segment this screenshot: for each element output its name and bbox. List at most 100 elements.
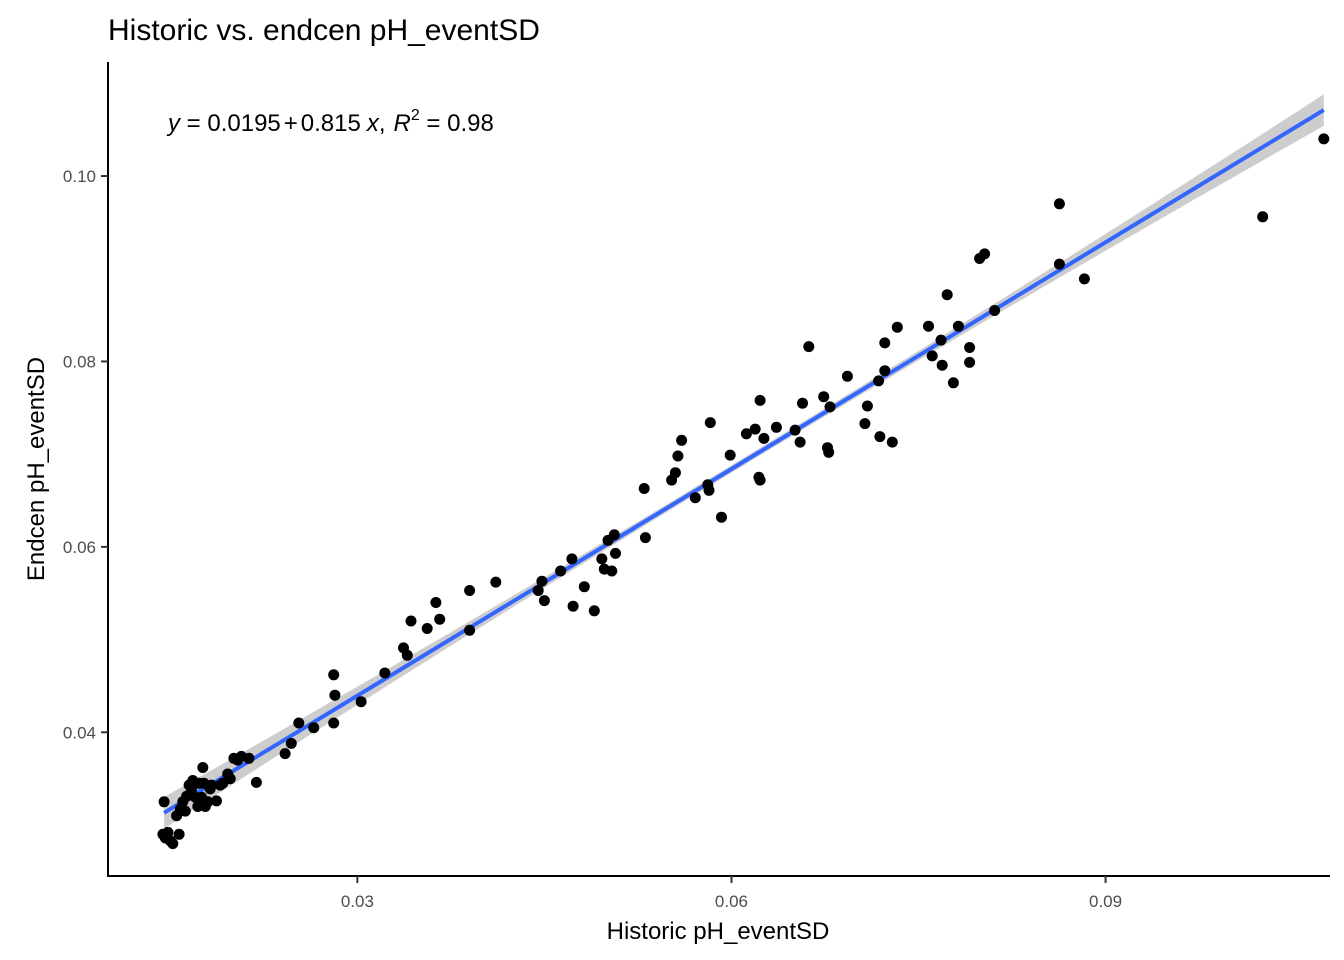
data-point (797, 397, 808, 409)
data-point (532, 585, 544, 596)
eq-plus: + (284, 110, 298, 137)
points-layer (157, 133, 1330, 850)
data-point (823, 446, 835, 458)
data-point (754, 474, 766, 486)
data-point (430, 597, 442, 608)
x-axis-title: Historic pH_eventSD (607, 918, 830, 945)
data-point (588, 605, 600, 617)
data-point (891, 321, 903, 333)
data-point (285, 737, 297, 749)
data-point (293, 717, 305, 729)
eq-y-var: y (166, 110, 182, 137)
regression-layer (163, 94, 1325, 829)
regression-equation: y = 0.0195 +0.815 x, R2 = 0.98 (166, 107, 494, 137)
data-point (754, 394, 766, 406)
data-point (279, 748, 291, 760)
data-point (964, 342, 976, 353)
y-tick-label: 0.06 (63, 538, 96, 557)
data-point (555, 565, 567, 577)
data-point (724, 449, 736, 461)
data-point (874, 431, 886, 443)
data-point (758, 432, 770, 444)
y-axis-ticks: 0.04 0.06 0.08 0.10 (63, 167, 108, 742)
data-point (158, 796, 170, 808)
data-point (1318, 133, 1330, 145)
data-point (770, 421, 782, 433)
x-axis-ticks: 0.03 0.06 0.09 (341, 876, 1122, 911)
data-point (578, 581, 590, 593)
data-point (596, 553, 608, 565)
data-point (704, 417, 716, 429)
data-point (794, 436, 806, 448)
data-point (567, 600, 579, 612)
data-point (206, 779, 217, 791)
data-point (355, 696, 367, 708)
x-tick-label: 0.03 (341, 892, 374, 911)
data-point (818, 391, 830, 403)
data-point (250, 776, 262, 788)
data-point (173, 828, 185, 840)
data-point (935, 334, 947, 346)
data-point (989, 305, 1001, 316)
data-point (1053, 258, 1065, 270)
x-tick-label: 0.09 (1089, 892, 1122, 911)
y-tick-label: 0.08 (63, 352, 96, 371)
data-point (841, 370, 853, 382)
data-point (464, 624, 476, 636)
data-point (1078, 273, 1090, 285)
data-point (979, 248, 991, 260)
data-point (202, 796, 214, 808)
eq-r-exponent: 2 (411, 107, 420, 124)
data-point (401, 649, 413, 661)
data-point (789, 424, 801, 436)
eq-slope: 0.815 (301, 110, 361, 137)
data-point (803, 341, 815, 353)
data-point (167, 838, 179, 850)
data-point (610, 547, 621, 559)
y-tick-label: 0.10 (63, 167, 96, 186)
data-point (162, 826, 174, 838)
data-point (740, 428, 752, 440)
data-point (859, 418, 871, 430)
data-point (952, 320, 964, 332)
data-point (328, 717, 340, 729)
data-point (926, 350, 938, 362)
data-point (936, 359, 948, 371)
data-point (879, 365, 891, 377)
data-point (669, 467, 681, 479)
data-point (923, 320, 934, 332)
data-point (179, 805, 191, 817)
eq-r-value: = 0.98 (420, 110, 494, 137)
data-point (749, 423, 761, 435)
data-point (224, 773, 236, 785)
data-point (879, 337, 891, 349)
data-point (1257, 211, 1269, 223)
data-point (638, 483, 650, 494)
data-point (464, 585, 476, 596)
data-point (490, 576, 502, 588)
data-point (886, 436, 898, 448)
data-point (703, 484, 715, 496)
data-point (328, 669, 340, 681)
x-tick-label: 0.06 (715, 892, 748, 911)
data-point (672, 450, 684, 462)
data-point (538, 595, 550, 607)
data-point (873, 375, 885, 387)
data-point (243, 752, 255, 764)
data-point (716, 511, 727, 523)
y-tick-label: 0.04 (63, 723, 96, 742)
data-point (941, 289, 953, 301)
data-point (689, 492, 701, 504)
data-point (676, 434, 688, 446)
data-point (608, 529, 620, 541)
data-point (308, 722, 320, 734)
regression-line (163, 108, 1325, 815)
data-point (405, 615, 417, 627)
data-point (639, 532, 651, 544)
data-point (536, 575, 548, 587)
data-point (606, 565, 618, 577)
eq-x-var: x (366, 110, 380, 137)
eq-comma: , (379, 110, 386, 137)
data-point (824, 401, 836, 413)
